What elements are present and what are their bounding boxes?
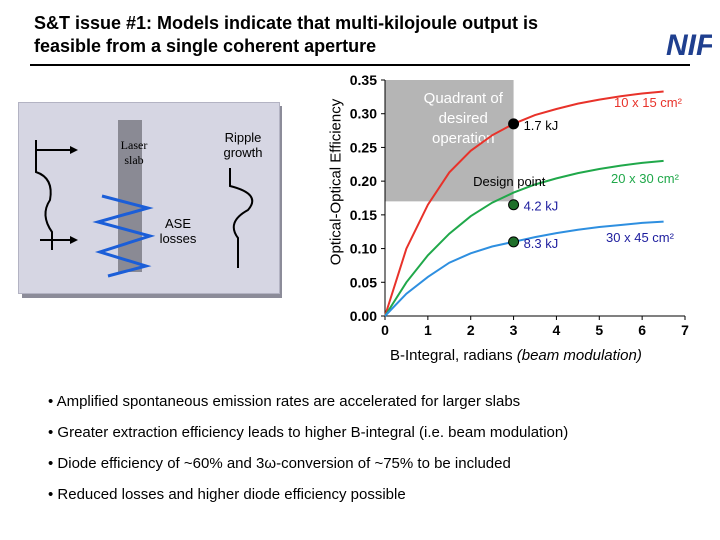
desired-operation-region (385, 80, 514, 202)
x-tick-label: 7 (681, 322, 689, 338)
design-point-label: Design point (473, 174, 546, 189)
x-tick-label: 2 (467, 322, 475, 338)
x-tick-label: 0 (381, 322, 389, 338)
efficiency-chart: Quadrant of desired operation 0.00 0.05 0.10 0… (350, 72, 689, 338)
bullet-item: • Diode efficiency of ~60% and 3ω-conver… (48, 455, 511, 472)
data-point (508, 236, 520, 248)
y-tick-label: 0.25 (350, 139, 377, 155)
y-tick-label: 0.00 (350, 308, 377, 324)
slide-title: S&T issue #1: Models indicate that multi… (34, 12, 634, 58)
region-label: desired (439, 110, 488, 127)
y-tick-label: 0.05 (350, 274, 377, 290)
nif-logo: NIF (664, 25, 712, 61)
series-label: 30 x 45 cm² (606, 230, 675, 245)
laser-slab-label: Laser slab (120, 138, 148, 167)
y-tick-label: 0.10 (350, 241, 377, 257)
arrowhead-top (70, 146, 78, 154)
x-tick-label: 4 (553, 322, 561, 338)
x-axis-label-main: B-Integral, radians (390, 347, 513, 364)
data-point (508, 199, 520, 211)
ase-zigzag (92, 194, 156, 278)
y-tick-label: 0.35 (350, 72, 377, 88)
bullet-item: • Reduced losses and higher diode effici… (48, 486, 406, 503)
data-point-label: 4.2 kJ (524, 199, 559, 214)
arrowhead-bottom (70, 236, 78, 244)
series-line (384, 220, 664, 317)
x-axis-label-note: (beam modulation) (516, 347, 642, 364)
bullet-list: • Amplified spontaneous emission rates a… (48, 392, 698, 516)
laser-slab-bar (118, 120, 142, 272)
series-label: 10 x 15 cm² (614, 95, 683, 110)
ase-losses-label: ASE losses (159, 216, 197, 246)
ripple-pulse-outline (229, 168, 254, 268)
title-line-1: S&T issue #1: Models indicate that multi… (34, 13, 539, 33)
data-point (508, 118, 520, 130)
data-point-label: 8.3 kJ (524, 236, 559, 251)
title-line-2: feasible from a single coherent aperture (34, 36, 377, 56)
series-label: 20 x 30 cm² (611, 171, 680, 186)
x-axis-label: B-Integral, radians (beam modulation) (390, 347, 642, 364)
data-point-label: 1.7 kJ (524, 118, 559, 133)
input-pulse-outline (35, 140, 53, 250)
series-line (384, 90, 664, 317)
region-label: Quadrant of (424, 90, 504, 107)
y-tick-label: 0.15 (350, 207, 377, 223)
bullet-item: • Greater extraction efficiency leads to… (48, 424, 569, 441)
x-tick-label: 5 (595, 322, 603, 338)
y-tick-label: 0.30 (350, 106, 377, 122)
title-divider (30, 64, 690, 66)
logo-text: NIF (666, 29, 712, 61)
slab-diagram (18, 102, 280, 294)
x-tick-label: 3 (510, 322, 518, 338)
region-label: operation (432, 130, 495, 147)
y-tick-label: 0.20 (350, 173, 377, 189)
x-tick-label: 1 (424, 322, 432, 338)
x-tick-label: 6 (638, 322, 646, 338)
ripple-growth-label: Ripple growth (223, 130, 263, 160)
series-line (384, 159, 664, 317)
bullet-item: • Amplified spontaneous emission rates a… (48, 393, 521, 410)
slab-diagram-drawing (35, 120, 254, 278)
